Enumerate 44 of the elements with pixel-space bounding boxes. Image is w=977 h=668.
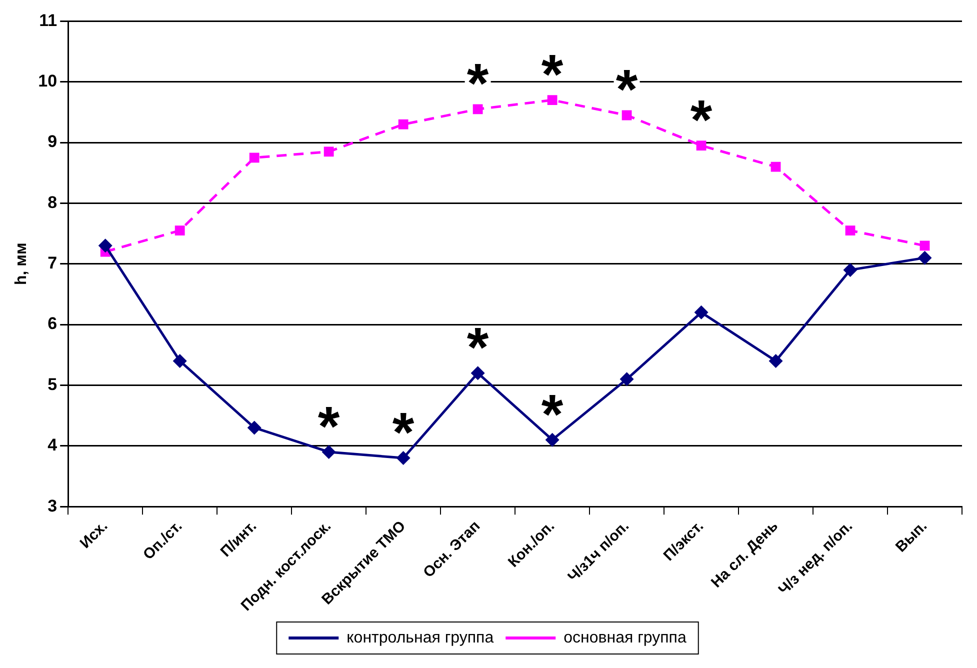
point — [322, 444, 336, 459]
point — [396, 451, 410, 466]
annotation: * — [392, 400, 414, 464]
y-tick-label: 3 — [48, 496, 58, 516]
point — [920, 240, 930, 251]
y-tick-label: 10 — [38, 72, 58, 91]
point — [918, 250, 932, 265]
annotation: * — [466, 52, 489, 115]
annotation: * — [466, 316, 489, 379]
point — [768, 354, 783, 368]
point — [472, 104, 483, 114]
point — [845, 226, 856, 236]
y-tick-label: 11 — [39, 10, 58, 30]
point — [696, 140, 706, 151]
point — [770, 162, 781, 172]
point — [98, 238, 112, 253]
point — [247, 420, 262, 435]
annotation: * — [318, 394, 340, 458]
annotation: * — [690, 88, 712, 152]
y-tick-label: 5 — [48, 374, 58, 394]
y-tick-label: 6 — [48, 314, 58, 334]
y-tick-label: 4 — [48, 436, 58, 455]
point — [172, 354, 187, 368]
point — [843, 262, 858, 277]
point — [470, 366, 485, 380]
point — [324, 146, 334, 157]
annotation: * — [541, 42, 564, 106]
y-tick-label: 8 — [48, 192, 58, 212]
point — [249, 152, 260, 163]
point — [398, 119, 408, 130]
y-tick-label: 9 — [48, 132, 58, 152]
point — [547, 95, 558, 106]
y-tick-label: 7 — [48, 254, 58, 273]
x-tick-label: Исх. — [76, 518, 112, 552]
point — [545, 432, 560, 447]
point — [622, 110, 632, 120]
annotation: * — [616, 58, 638, 121]
point — [620, 372, 634, 386]
legend-label: контрольная группа — [346, 629, 494, 646]
point — [694, 305, 708, 320]
legend-label: основная группа — [564, 629, 686, 646]
y-axis-title: h, мм — [13, 242, 30, 286]
annotation: * — [541, 382, 564, 446]
point — [174, 226, 185, 236]
